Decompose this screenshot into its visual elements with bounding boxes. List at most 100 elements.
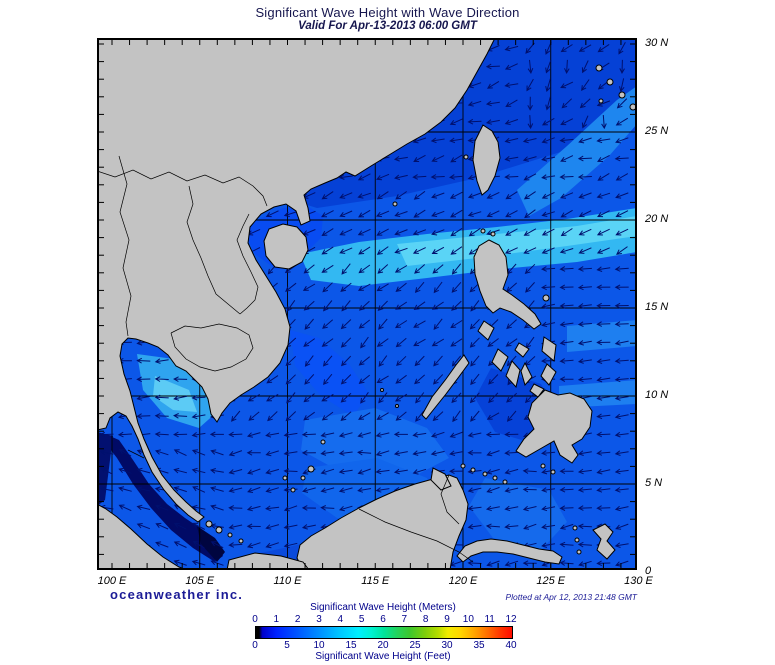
wave-arrow <box>394 320 408 329</box>
wave-arrow <box>486 210 500 218</box>
wave-arrow <box>450 246 463 255</box>
wave-arrow <box>412 432 427 438</box>
wave-arrow <box>394 265 408 273</box>
wave-arrow <box>485 63 500 70</box>
wave-arrow <box>173 522 187 530</box>
wave-arrow <box>601 115 607 130</box>
wave-arrow <box>433 281 443 294</box>
meters-tick-1: 1 <box>273 614 280 625</box>
wave-arrow <box>303 393 315 403</box>
wave-arrow <box>450 338 463 347</box>
ocean-patch-andaman-dark <box>97 432 113 506</box>
wave-arrow <box>247 393 261 402</box>
wave-arrow <box>432 411 444 422</box>
meters-tick-4: 4 <box>337 614 344 625</box>
wave-arrow <box>541 266 556 272</box>
wave-arrow <box>450 320 463 329</box>
wave-arrow <box>467 449 482 456</box>
wave-arrow <box>577 321 592 327</box>
wave-arrow <box>506 319 517 330</box>
wave-arrow <box>467 523 482 530</box>
wave-arrow <box>413 209 426 218</box>
wave-arrow <box>154 449 169 456</box>
wave-arrow <box>357 487 372 493</box>
wave-arrow <box>321 191 334 200</box>
wave-arrow <box>616 98 628 109</box>
wave-arrow <box>504 156 519 162</box>
wave-arrow <box>209 468 224 474</box>
wave-arrow <box>522 486 537 493</box>
wave-arrow <box>228 542 243 548</box>
wave-arrow <box>541 228 555 236</box>
wave-arrow <box>506 392 518 403</box>
wave-arrow <box>304 318 314 330</box>
wave-arrow <box>338 450 353 456</box>
wave-arrow <box>615 192 629 199</box>
small-island <box>460 463 466 469</box>
meters-tick-10: 10 <box>462 614 474 625</box>
wave-arrow <box>341 263 351 275</box>
wave-arrow <box>357 432 371 438</box>
wave-arrow <box>470 355 480 367</box>
wave-arrow <box>357 173 371 181</box>
wave-arrow <box>524 263 536 275</box>
wave-arrow <box>378 355 388 367</box>
wave-arrow <box>304 374 315 385</box>
small-island <box>576 549 582 555</box>
wave-arrow <box>322 319 334 329</box>
wave-arrow <box>154 358 169 364</box>
wave-arrow <box>339 247 353 254</box>
wave-arrow <box>192 486 206 493</box>
wave-arrow <box>579 98 591 109</box>
wave-arrow <box>614 340 629 346</box>
meters-tick-9: 9 <box>444 614 450 625</box>
wave-arrow <box>340 282 352 292</box>
wave-arrow <box>560 209 573 218</box>
wave-arrow <box>413 320 426 328</box>
wave-arrow <box>504 174 519 180</box>
wave-arrow <box>541 450 556 456</box>
wave-arrow <box>559 302 574 309</box>
wave-arrow <box>320 432 335 438</box>
wave-arrow <box>560 155 574 162</box>
map-frame <box>97 38 637 570</box>
border-cambodia-border <box>170 323 254 372</box>
wave-arrow <box>559 560 574 566</box>
wave-arrow <box>581 79 590 91</box>
wave-arrow <box>545 78 551 92</box>
wave-arrow <box>357 468 371 475</box>
wave-arrow <box>413 301 426 311</box>
wave-arrow <box>191 504 206 511</box>
wave-arrow <box>577 376 592 383</box>
wave-arrow <box>154 413 169 419</box>
wave-arrow <box>154 431 169 438</box>
wave-arrow <box>614 266 629 272</box>
wave-arrow <box>357 449 372 456</box>
meters-tick-8: 8 <box>422 614 429 625</box>
wave-arrow <box>266 375 279 384</box>
wave-arrow <box>469 318 480 330</box>
land-sulawesi-north-arm <box>456 538 563 565</box>
wave-arrow <box>545 96 551 111</box>
wave-arrow <box>173 559 187 566</box>
wave-arrow <box>191 432 206 438</box>
wave-arrow <box>578 44 592 52</box>
land-negros <box>505 360 521 389</box>
land-jolo-basilan <box>430 467 452 491</box>
wave-arrow <box>541 156 556 162</box>
feet-tick-15: 15 <box>345 640 357 651</box>
wave-arrow <box>228 505 243 511</box>
wave-arrow <box>173 431 188 438</box>
wave-arrow <box>209 431 224 438</box>
wave-arrow <box>577 541 592 548</box>
small-island <box>490 231 496 237</box>
wave-arrow <box>559 486 574 493</box>
wave-arrow <box>210 541 224 549</box>
wave-arrow <box>615 560 629 567</box>
wave-arrow <box>577 174 592 180</box>
wave-arrow <box>247 486 261 493</box>
small-island <box>550 469 556 475</box>
small-island <box>502 479 508 485</box>
wave-arrow <box>228 524 243 530</box>
